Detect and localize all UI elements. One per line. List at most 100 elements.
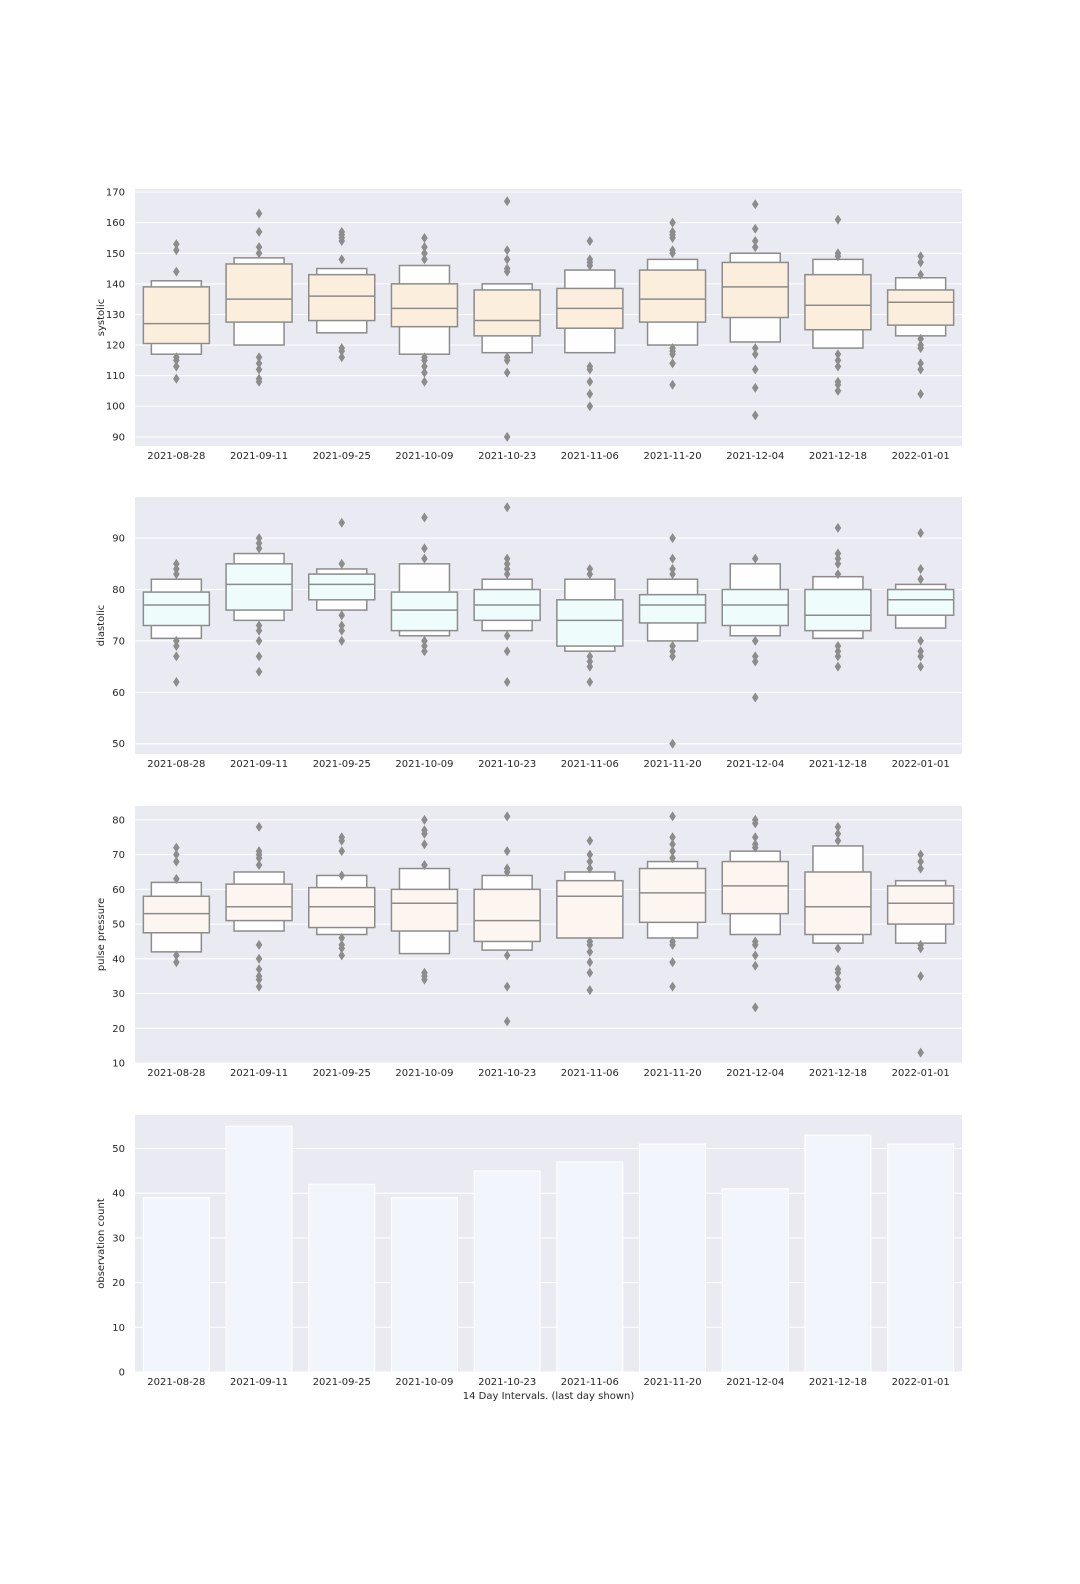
outlier-point bbox=[586, 569, 594, 580]
outlier-point bbox=[503, 630, 511, 641]
outlier-point bbox=[173, 239, 180, 250]
y-tick-label: 50 bbox=[112, 1144, 125, 1155]
outlier-point bbox=[834, 828, 842, 839]
y-tick-label: 150 bbox=[106, 249, 125, 260]
outlier-point bbox=[669, 217, 676, 228]
x-tick-label: 2021-11-06 bbox=[561, 1377, 619, 1388]
chart-panel-1: 90 100 110 120 130 140 150 160 170 systolic 2021-0… bbox=[96, 188, 962, 462]
outlier-point bbox=[255, 620, 263, 631]
outlier-point bbox=[338, 343, 346, 354]
x-tick-label: 2021-12-04 bbox=[726, 759, 784, 770]
outlier-point bbox=[669, 379, 676, 390]
outlier-point bbox=[255, 953, 263, 964]
boxen-2021-12-18 bbox=[804, 522, 872, 672]
outlier-point bbox=[255, 208, 263, 219]
outlier-point bbox=[669, 846, 676, 857]
outlier-point bbox=[834, 553, 842, 564]
iqr-box bbox=[721, 261, 789, 319]
x-tick-label: 2021-10-09 bbox=[395, 1068, 453, 1079]
iqr-box bbox=[804, 871, 872, 936]
iqr-box bbox=[886, 289, 955, 326]
outlier-point bbox=[173, 677, 180, 688]
outlier-point bbox=[834, 548, 842, 559]
x-tick-label: 2022-01-01 bbox=[892, 451, 950, 462]
outlier-point bbox=[173, 558, 180, 569]
iqr-box bbox=[804, 588, 872, 632]
outlier-point bbox=[751, 814, 759, 825]
boxen-2021-10-23 bbox=[473, 811, 541, 1027]
x-tick-label: 2021-10-09 bbox=[395, 759, 453, 770]
x-tick-label: 2021-12-04 bbox=[726, 1377, 784, 1388]
outlier-point bbox=[255, 242, 263, 253]
outlier-point bbox=[917, 939, 924, 950]
outlier-point bbox=[173, 957, 180, 968]
outlier-point bbox=[338, 226, 346, 237]
boxen-2022-01-01 bbox=[886, 527, 955, 672]
outlier-point bbox=[917, 364, 924, 375]
outlier-point bbox=[421, 814, 428, 825]
chart-panel-3: 10 20 30 40 50 60 70 80 pulse pressure 2021-08-28… bbox=[96, 806, 962, 1079]
outlier-point bbox=[173, 373, 180, 384]
outlier-point bbox=[173, 635, 180, 646]
x-tick-label: 2021-08-28 bbox=[147, 1068, 205, 1079]
y-tick-label: 110 bbox=[106, 371, 125, 382]
boxen-2021-10-09 bbox=[390, 814, 459, 985]
outlier-point bbox=[834, 522, 842, 533]
outlier-point bbox=[421, 248, 428, 259]
x-tick-label: 2021-09-25 bbox=[313, 1377, 371, 1388]
y-tick-label: 80 bbox=[112, 585, 125, 596]
boxen-2021-11-20 bbox=[638, 811, 707, 992]
x-tick-label: 2021-08-28 bbox=[147, 759, 205, 770]
iqr-box bbox=[225, 263, 293, 323]
x-tick-label: 2021-09-25 bbox=[313, 1068, 371, 1079]
x-tick-label: 2022-01-01 bbox=[892, 1377, 950, 1388]
x-tick-label: 2021-12-04 bbox=[726, 451, 784, 462]
outlier-point bbox=[255, 964, 263, 975]
bar-2021-09-25 bbox=[308, 1183, 376, 1373]
outlier-point bbox=[503, 981, 511, 992]
outlier-point bbox=[834, 355, 842, 366]
outlier-point bbox=[503, 367, 511, 378]
outlier-point bbox=[255, 364, 263, 375]
outlier-point bbox=[751, 832, 759, 843]
iqr-box bbox=[225, 883, 293, 922]
outlier-point bbox=[586, 863, 594, 874]
outlier-point bbox=[917, 251, 924, 262]
y-tick-label: 140 bbox=[106, 279, 125, 290]
outlier-point bbox=[338, 932, 346, 943]
outlier-point bbox=[421, 367, 428, 378]
y-tick-label: 70 bbox=[112, 636, 125, 647]
outlier-point bbox=[421, 512, 428, 523]
boxen-2021-12-04 bbox=[721, 199, 789, 421]
iqr-box bbox=[142, 286, 211, 345]
outlier-point bbox=[338, 846, 346, 857]
outlier-point bbox=[751, 656, 759, 667]
outlier-point bbox=[751, 223, 759, 234]
y-tick-label: 160 bbox=[106, 218, 125, 229]
outlier-point bbox=[255, 651, 263, 662]
y-tick-label: 100 bbox=[106, 402, 125, 413]
y-tick-label: 70 bbox=[112, 850, 125, 861]
outlier-point bbox=[503, 677, 511, 688]
outlier-point bbox=[751, 635, 759, 646]
outlier-point bbox=[669, 651, 676, 662]
y-tick-label: 80 bbox=[112, 815, 125, 826]
outlier-point bbox=[503, 863, 511, 874]
outlier-point bbox=[421, 839, 428, 850]
outlier-point bbox=[917, 863, 924, 874]
outlier-point bbox=[586, 563, 594, 574]
outlier-point bbox=[751, 343, 759, 354]
x-tick-label: 2021-11-20 bbox=[643, 759, 701, 770]
y-axis-label: pulse pressure bbox=[96, 898, 107, 971]
iqr-box bbox=[721, 860, 789, 915]
bar-2021-12-18 bbox=[804, 1134, 872, 1373]
outlier-point bbox=[917, 635, 924, 646]
outlier-point bbox=[834, 651, 842, 662]
y-tick-label: 40 bbox=[112, 954, 125, 965]
y-tick-label: 60 bbox=[112, 885, 125, 896]
outlier-point bbox=[751, 349, 759, 360]
outlier-point bbox=[255, 860, 263, 871]
bar-2021-10-09 bbox=[390, 1197, 458, 1373]
x-tick-label: 2021-09-25 bbox=[313, 759, 371, 770]
